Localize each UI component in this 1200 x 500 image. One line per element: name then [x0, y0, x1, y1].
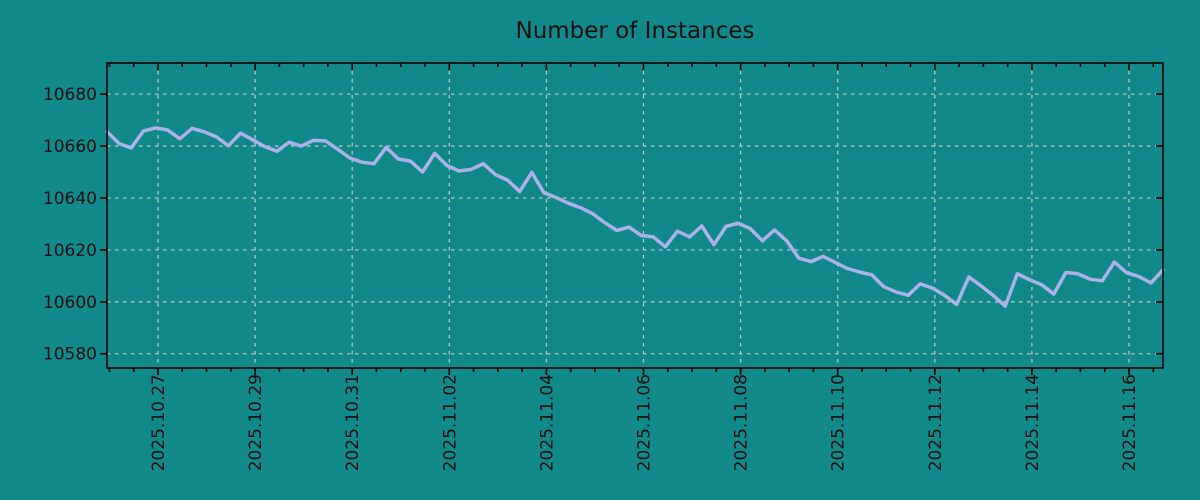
chart-title: Number of Instances: [516, 18, 755, 44]
x-tick-label: 2025.10.29: [246, 374, 266, 471]
data-line: [105, 126, 1165, 308]
x-tick-label: 2025.11.12: [926, 374, 946, 471]
x-tick-label: 2025.10.27: [149, 374, 169, 471]
x-tick-label: 2025.11.16: [1120, 374, 1140, 471]
y-tick-label: 10660: [43, 137, 97, 157]
y-tick-label: 10680: [43, 85, 97, 105]
plot-frame: [106, 62, 1164, 369]
x-tick-label: 2025.11.04: [537, 374, 557, 471]
x-tick-label: 2025.11.14: [1023, 374, 1043, 471]
x-tick-label: 2025.11.10: [829, 374, 849, 471]
x-tick-label: 2025.11.02: [440, 374, 460, 471]
series-layer: [105, 126, 1165, 308]
x-tick-label: 2025.11.08: [732, 374, 752, 471]
y-tick-label: 10600: [43, 293, 97, 313]
y-tick-label: 10620: [43, 241, 97, 261]
y-tick-label: 10580: [43, 345, 97, 365]
y-tick-label: 10640: [43, 189, 97, 209]
grid-layer: [107, 63, 1163, 368]
x-tick-label: 2025.10.31: [343, 374, 363, 471]
x-tick-label: 2025.11.06: [634, 374, 654, 471]
label-layer: 10580 10600 10620 10640 10660 10680 2025.10.27…: [43, 85, 1140, 471]
axis-layer: [100, 62, 1164, 375]
